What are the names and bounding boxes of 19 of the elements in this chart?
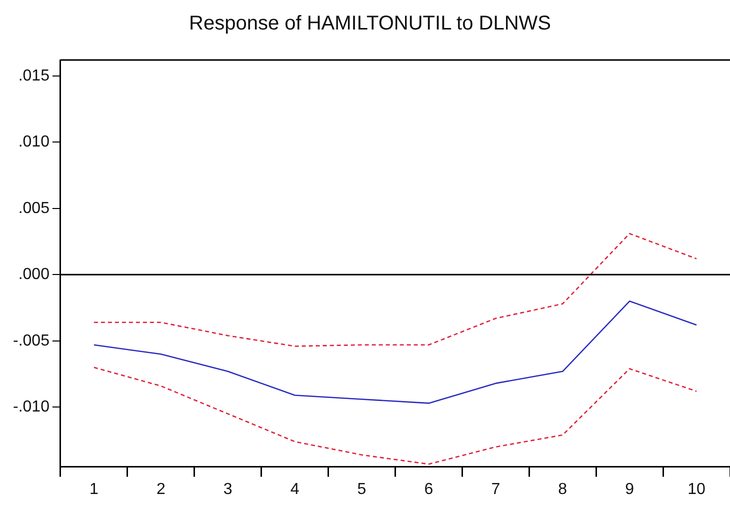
y-tick-label: .005 bbox=[18, 200, 50, 217]
line-series bbox=[93, 232, 698, 347]
x-tick-label: 7 bbox=[491, 480, 500, 498]
y-tick-label: -.005 bbox=[13, 332, 50, 350]
x-tick-label: 5 bbox=[357, 480, 366, 498]
x-tick-label: 2 bbox=[156, 480, 166, 498]
chart-title: Response of HAMILTONUTIL to DLNWS bbox=[189, 12, 551, 35]
x-tick-label: 4 bbox=[290, 480, 300, 498]
x-tick-label: 8 bbox=[558, 480, 568, 498]
line-series bbox=[93, 366, 698, 465]
y-tick-label: -.010 bbox=[13, 398, 50, 416]
y-tick-label: .000 bbox=[18, 266, 50, 284]
x-tick-label: 3 bbox=[223, 480, 232, 498]
x-tick-label: 10 bbox=[688, 480, 706, 498]
x-tick-label: 6 bbox=[424, 480, 434, 498]
y-tick-label: .015 bbox=[18, 67, 50, 84]
x-tick-label: 1 bbox=[89, 480, 98, 498]
x-tick-label: 9 bbox=[625, 480, 634, 498]
y-tick-label: .010 bbox=[18, 134, 50, 151]
